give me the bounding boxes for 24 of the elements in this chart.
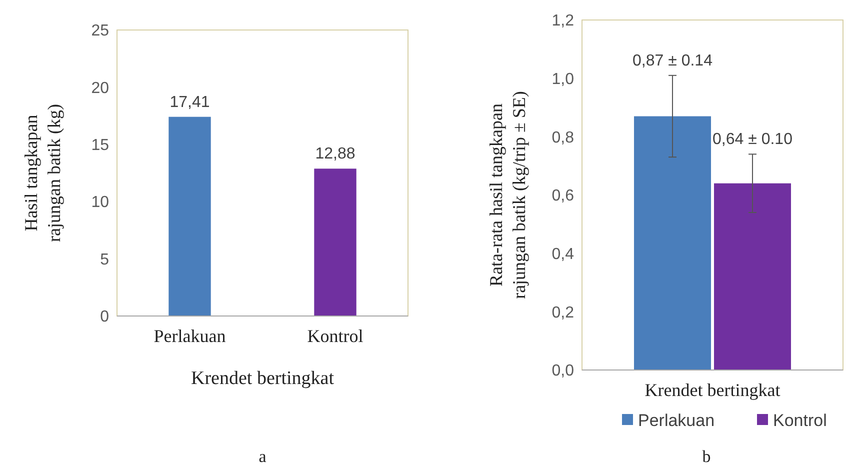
y-tick-label: 1,2	[552, 12, 574, 30]
y-axis-title: Rata-rata hasil tangkapan rajungan batik (kg/trip ± SE)	[486, 91, 529, 299]
y-tick-label: 15	[91, 137, 110, 154]
data-label: 0,87 ± 0.14	[632, 52, 713, 70]
y-tick-label: 10	[91, 194, 110, 212]
data-label: 12,88	[315, 146, 356, 163]
legend-label: Perlakuan	[638, 410, 715, 430]
y-tick-label: 5	[100, 251, 110, 268]
y-tick-label: 0	[100, 308, 110, 326]
y-tick-label: 0,2	[552, 304, 574, 322]
text: a	[258, 447, 267, 466]
y-tick-label: 0,4	[552, 246, 574, 263]
text: b	[702, 447, 711, 466]
x-axis-title: Krendet bertingkat	[191, 368, 335, 389]
legend-label: Kontrol	[773, 410, 827, 430]
y-tick-label: 0,0	[552, 362, 574, 380]
y-tick-label: 1,0	[552, 70, 574, 88]
y-tick-label: 0,6	[552, 188, 574, 205]
data-label: 0,64 ± 0.10	[712, 131, 793, 148]
y-tick-label: 0,8	[552, 129, 574, 146]
data-label: 17,41	[170, 94, 210, 111]
y-tick-label: 25	[91, 22, 110, 40]
y-tick-label: 20	[91, 80, 110, 97]
y-axis-title: Hasil tangkapan rajungan batik (kg)	[21, 104, 64, 242]
